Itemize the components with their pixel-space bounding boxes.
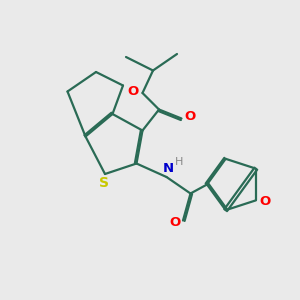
Text: O: O <box>169 215 180 229</box>
Text: O: O <box>259 195 271 208</box>
Text: H: H <box>175 157 183 167</box>
Text: N: N <box>162 162 174 175</box>
Text: O: O <box>184 110 196 124</box>
Text: S: S <box>98 176 109 190</box>
Text: O: O <box>127 85 139 98</box>
